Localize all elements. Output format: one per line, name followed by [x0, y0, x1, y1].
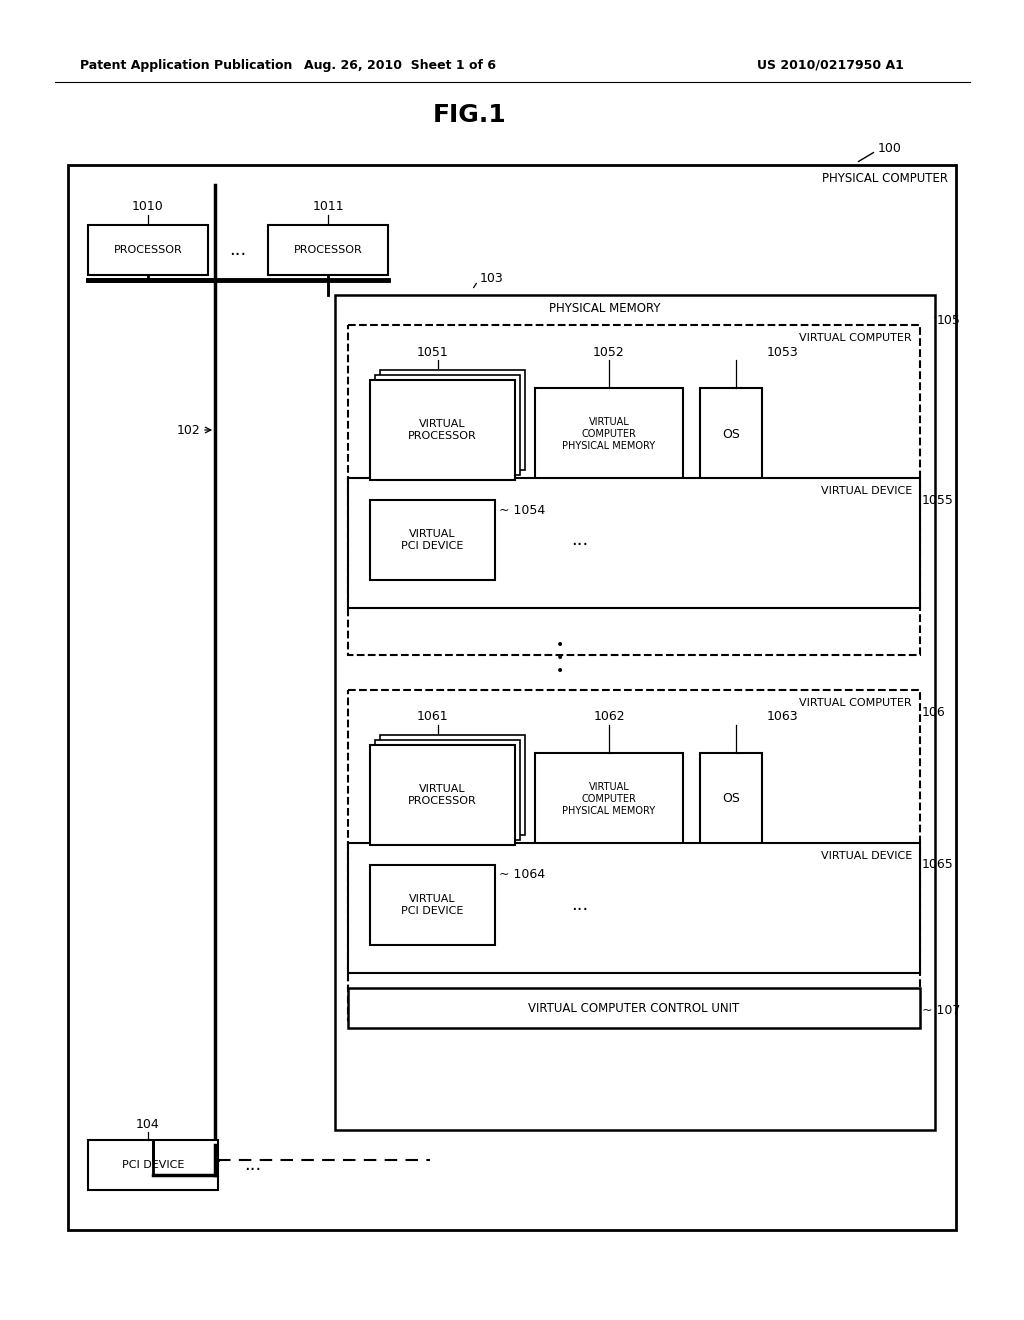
Text: 106: 106 — [922, 705, 946, 718]
Text: •: • — [556, 651, 564, 665]
Text: ...: ... — [229, 242, 247, 259]
Text: OS: OS — [722, 792, 740, 805]
Text: ~ 1054: ~ 1054 — [499, 503, 545, 516]
Text: PHYSICAL COMPUTER: PHYSICAL COMPUTER — [822, 172, 948, 185]
Bar — [535, 752, 683, 845]
Bar — [348, 478, 920, 609]
Bar — [348, 325, 920, 655]
Text: 1051: 1051 — [417, 346, 449, 359]
Text: 103: 103 — [480, 272, 504, 285]
Text: 1063: 1063 — [767, 710, 799, 723]
Text: 1052: 1052 — [593, 346, 625, 359]
Text: PHYSICAL MEMORY: PHYSICAL MEMORY — [549, 302, 660, 315]
Bar — [700, 388, 762, 480]
Text: US 2010/0217950 A1: US 2010/0217950 A1 — [757, 58, 903, 71]
Text: 1061: 1061 — [417, 710, 449, 723]
Text: VIRTUAL
PROCESSOR: VIRTUAL PROCESSOR — [409, 420, 477, 441]
Text: 100: 100 — [878, 141, 902, 154]
Text: 1011: 1011 — [312, 201, 344, 214]
Text: •: • — [556, 638, 564, 652]
Text: 1055: 1055 — [922, 494, 954, 507]
Bar — [370, 865, 495, 945]
Bar — [88, 224, 208, 275]
Text: •: • — [556, 664, 564, 678]
Bar — [348, 843, 920, 973]
Bar — [535, 388, 683, 480]
Bar — [380, 735, 525, 836]
Text: ...: ... — [245, 1156, 261, 1173]
Text: OS: OS — [722, 428, 740, 441]
Bar — [268, 224, 388, 275]
Text: VIRTUAL
COMPUTER
PHYSICAL MEMORY: VIRTUAL COMPUTER PHYSICAL MEMORY — [562, 417, 655, 450]
Text: VIRTUAL DEVICE: VIRTUAL DEVICE — [821, 486, 912, 496]
Bar — [68, 165, 956, 1230]
Text: PROCESSOR: PROCESSOR — [294, 246, 362, 255]
Bar — [380, 370, 525, 470]
Bar — [700, 752, 762, 845]
Bar — [348, 987, 920, 1028]
Text: VIRTUAL
PCI DEVICE: VIRTUAL PCI DEVICE — [401, 529, 464, 550]
Text: VIRTUAL DEVICE: VIRTUAL DEVICE — [821, 851, 912, 861]
Text: FIG.1: FIG.1 — [433, 103, 507, 127]
Text: ...: ... — [571, 896, 589, 913]
Text: 1053: 1053 — [767, 346, 799, 359]
Text: VIRTUAL COMPUTER: VIRTUAL COMPUTER — [800, 698, 912, 708]
Bar — [375, 375, 520, 475]
Bar — [348, 690, 920, 1020]
Text: 1062: 1062 — [593, 710, 625, 723]
Text: VIRTUAL
PROCESSOR: VIRTUAL PROCESSOR — [409, 784, 477, 805]
Text: 104: 104 — [136, 1118, 160, 1130]
Bar — [375, 741, 520, 840]
Text: 1065: 1065 — [922, 858, 953, 871]
Bar — [370, 500, 495, 579]
Bar — [88, 1140, 218, 1191]
Text: ~ 1064: ~ 1064 — [499, 869, 545, 882]
Text: ~ 107: ~ 107 — [922, 1003, 961, 1016]
Text: Patent Application Publication: Patent Application Publication — [80, 58, 293, 71]
Text: 1010: 1010 — [132, 201, 164, 214]
Text: 102: 102 — [176, 424, 200, 437]
Text: VIRTUAL
PCI DEVICE: VIRTUAL PCI DEVICE — [401, 894, 464, 916]
Text: ...: ... — [571, 531, 589, 549]
Bar — [335, 294, 935, 1130]
Text: PROCESSOR: PROCESSOR — [114, 246, 182, 255]
Bar — [370, 380, 515, 480]
Text: VIRTUAL COMPUTER CONTROL UNIT: VIRTUAL COMPUTER CONTROL UNIT — [528, 1002, 739, 1015]
Text: VIRTUAL
COMPUTER
PHYSICAL MEMORY: VIRTUAL COMPUTER PHYSICAL MEMORY — [562, 783, 655, 816]
Bar — [370, 744, 515, 845]
Text: Aug. 26, 2010  Sheet 1 of 6: Aug. 26, 2010 Sheet 1 of 6 — [304, 58, 496, 71]
Text: PCI DEVICE: PCI DEVICE — [122, 1160, 184, 1170]
Text: 105: 105 — [937, 314, 961, 326]
Text: VIRTUAL COMPUTER: VIRTUAL COMPUTER — [800, 333, 912, 343]
